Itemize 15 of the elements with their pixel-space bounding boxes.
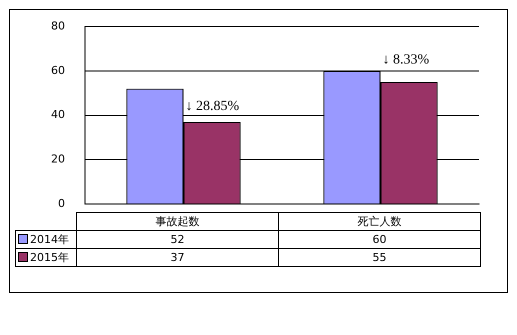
annotation: ↓ 8.33%	[382, 52, 430, 68]
legend-label: 2014年	[16, 230, 76, 248]
legend-label: 2015年	[16, 248, 76, 266]
data-label: 37	[76, 248, 278, 266]
y-tick-label: 20	[50, 152, 65, 166]
data-label: 60	[278, 230, 480, 248]
y-tick-label: 80	[50, 19, 65, 32]
data-label: 52	[76, 230, 278, 248]
y-tick-label: 0	[58, 196, 65, 210]
x-tick-label: 死亡人数	[278, 212, 480, 230]
annotation: ↓ 28.85%	[186, 98, 240, 114]
y-tick-label: 40	[50, 108, 65, 122]
x-tick-label: 事故起数	[76, 212, 278, 230]
data-label: 55	[278, 248, 480, 266]
y-tick-label: 60	[50, 64, 65, 77]
